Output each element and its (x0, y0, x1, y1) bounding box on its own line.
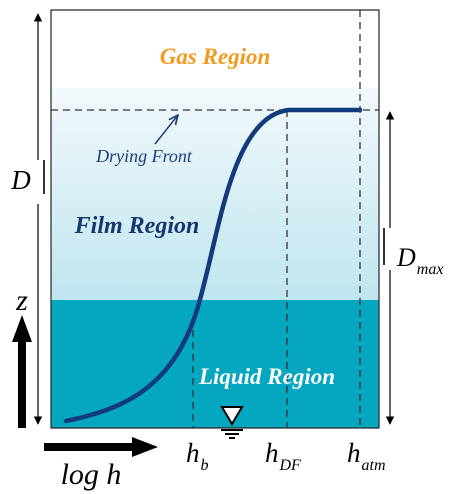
z-axis-arrow-head (12, 315, 32, 342)
h-atm-base: h (347, 438, 361, 468)
h-atm-label: hatm (347, 438, 386, 474)
liquid-region-label: Liquid Region (198, 364, 335, 389)
h-atm-sub: atm (362, 457, 386, 474)
diagram-frame (50, 9, 380, 429)
h-axis-label: log h (61, 458, 122, 491)
water-table-icon (220, 406, 244, 439)
d-dimension-gap (33, 160, 43, 204)
water-profile-curve (63, 107, 363, 424)
z-axis-label: z (15, 284, 28, 317)
film-region (51, 88, 379, 302)
dmax-label-sub: max (417, 261, 444, 278)
h-df-sub: DF (279, 457, 302, 474)
h-df-label: hDF (265, 438, 301, 474)
dmax-dimension-gap (385, 228, 395, 270)
h-b-base: h (186, 438, 200, 468)
z-axis-arrow-shaft (18, 338, 26, 428)
h-axis-arrow-head (132, 437, 158, 457)
drying-front-label: Drying Front (95, 146, 193, 166)
d-label: D (10, 165, 31, 195)
liquid-region (51, 300, 379, 428)
gas-region-label: Gas Region (160, 44, 271, 69)
h-df-base: h (265, 438, 279, 468)
drying-front-pointer (154, 115, 178, 145)
h-b-sub: b (201, 457, 209, 474)
gas-region (51, 10, 379, 90)
h-axis-arrow-shaft (44, 443, 136, 451)
h-b-label: hb (186, 438, 209, 474)
dmax-label: Dmax (396, 243, 443, 278)
dmax-label-base: D (396, 243, 416, 272)
film-region-label: Film Region (74, 213, 200, 239)
